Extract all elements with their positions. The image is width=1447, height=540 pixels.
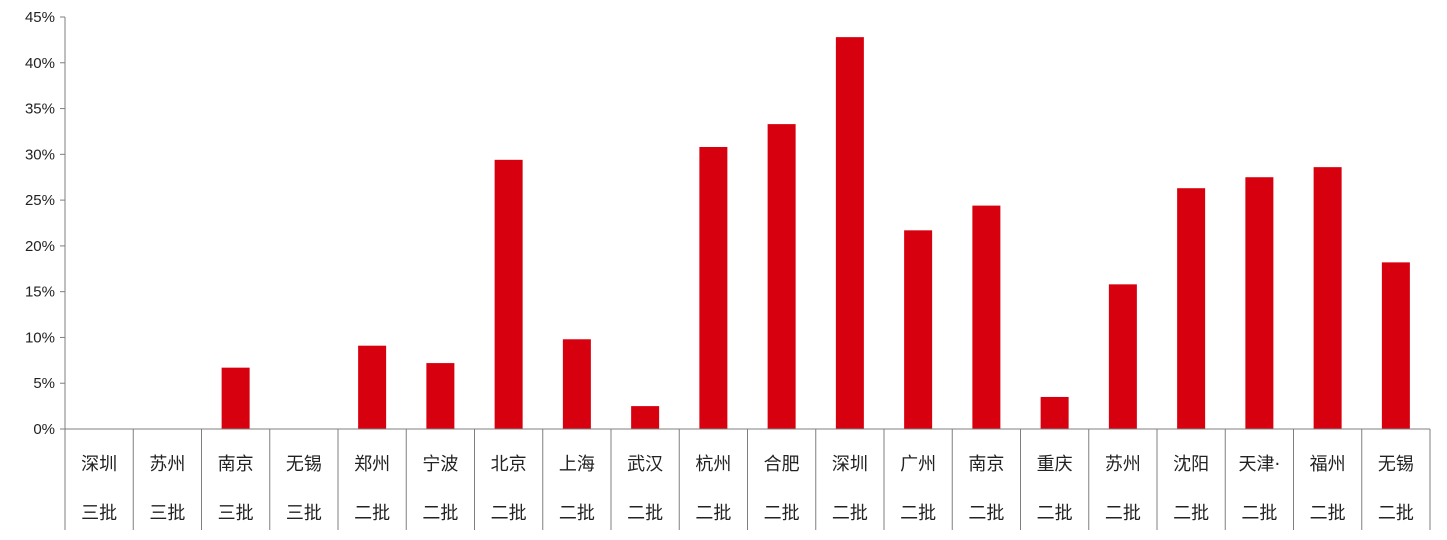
x-category-batch-label: 三批 [218, 503, 254, 524]
x-category-label: 杭州 [695, 454, 731, 475]
x-category-batch-label: 二批 [1037, 503, 1073, 524]
bar [426, 363, 455, 429]
x-category-batch-label: 三批 [149, 503, 185, 524]
bar [562, 339, 591, 429]
y-axis: 0% 5% 10% 15% 20% 25% 30% 35% 40% 45% [25, 9, 66, 438]
bar [767, 124, 796, 430]
x-category-batch-label: 二批 [1310, 503, 1346, 524]
bar [358, 345, 387, 429]
bar [1177, 188, 1206, 429]
x-category-label: 苏州 [149, 454, 185, 475]
y-tick-label: 0% [33, 421, 55, 438]
bar [972, 205, 1001, 429]
x-category-batch-label: 二批 [1378, 503, 1414, 524]
y-tick-label: 25% [25, 192, 55, 209]
x-category-batch-label: 二批 [832, 503, 868, 524]
x-category-label: 南京 [968, 454, 1004, 475]
y-tick-label: 15% [25, 284, 55, 301]
bar [1313, 167, 1342, 429]
bars [221, 37, 1410, 430]
y-tick-label: 35% [25, 101, 55, 118]
x-category-batch-label: 二批 [491, 503, 527, 524]
x-category-batch-label: 二批 [627, 503, 663, 524]
x-category-batch-label: 二批 [900, 503, 936, 524]
bar [1040, 396, 1069, 429]
bar [904, 230, 933, 429]
x-category-label: 沈阳 [1173, 454, 1209, 475]
x-category-batch-label: 二批 [559, 503, 595, 524]
y-tick-label: 45% [25, 9, 55, 26]
x-category-label: 广州 [900, 454, 936, 475]
x-category-label: 深圳 [832, 454, 868, 475]
bar [1381, 262, 1410, 429]
x-category-batch-label: 二批 [1105, 503, 1141, 524]
bar [1108, 284, 1137, 429]
x-category-label: 无锡 [1378, 454, 1414, 475]
x-category-batch-label: 三批 [286, 503, 322, 524]
bar [631, 406, 660, 429]
x-category-label: 宁波 [422, 454, 458, 475]
x-category-batch-label: 三批 [81, 503, 117, 524]
x-category-batch-label: 二批 [1173, 503, 1209, 524]
x-category-label: 武汉 [627, 454, 663, 475]
x-category-batch-label: 二批 [422, 503, 458, 524]
bar [494, 159, 523, 429]
x-category-label: 苏州 [1105, 454, 1141, 475]
x-category-label: 重庆 [1037, 454, 1073, 475]
x-category-label: 郑州 [354, 454, 390, 475]
x-category-batch-label: 二批 [968, 503, 1004, 524]
bar [835, 37, 864, 430]
x-category-label: 南京 [218, 454, 254, 475]
x-category-batch-label: 二批 [354, 503, 390, 524]
x-category-label: 上海 [559, 454, 595, 475]
y-tick-label: 5% [33, 375, 55, 392]
bar [1245, 177, 1274, 429]
x-category-label: 北京 [491, 454, 527, 475]
x-category-label: 合肥 [764, 454, 800, 475]
bar [221, 367, 250, 429]
x-category-batch-label: 二批 [1241, 503, 1277, 524]
y-tick-label: 30% [25, 146, 55, 163]
x-category-label: 天津· [1239, 454, 1281, 475]
x-category-batch-label: 二批 [764, 503, 800, 524]
bar [699, 147, 728, 429]
x-category-label: 深圳 [81, 454, 117, 475]
x-category-label: 无锡 [286, 454, 322, 475]
y-tick-label: 20% [25, 238, 55, 255]
x-category-label: 福州 [1310, 454, 1346, 475]
y-tick-label: 40% [25, 55, 55, 72]
x-category-batch-label: 二批 [695, 503, 731, 524]
y-tick-label: 10% [25, 329, 55, 346]
